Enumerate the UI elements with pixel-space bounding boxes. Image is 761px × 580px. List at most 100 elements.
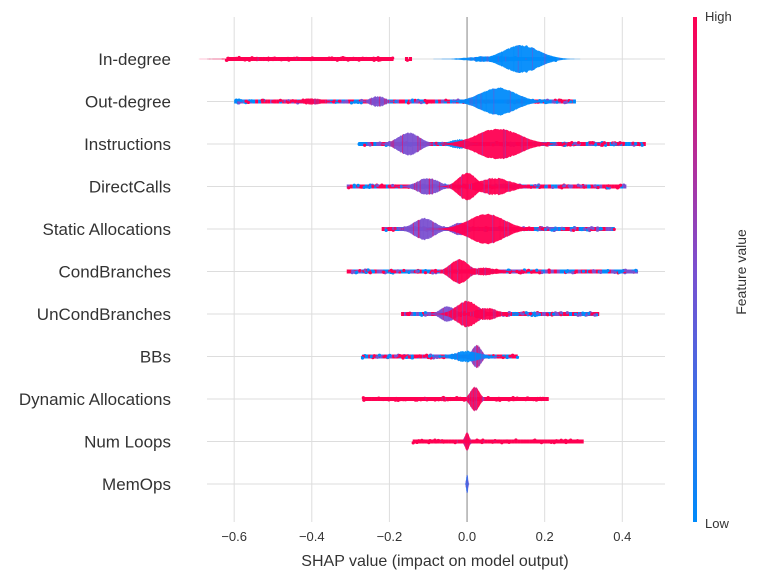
strip-segment bbox=[364, 184, 368, 189]
data-point bbox=[261, 98, 265, 102]
data-point bbox=[347, 186, 351, 190]
data-point bbox=[539, 397, 544, 402]
data-point bbox=[526, 268, 531, 272]
feature-label: Static Allocations bbox=[42, 220, 171, 239]
data-point bbox=[524, 398, 528, 402]
data-point bbox=[444, 98, 448, 102]
data-point bbox=[559, 311, 563, 315]
data-point bbox=[536, 439, 540, 444]
data-point bbox=[405, 312, 409, 316]
data-point bbox=[532, 311, 537, 315]
data-point bbox=[368, 271, 372, 275]
data-point bbox=[597, 142, 601, 146]
violin-body bbox=[382, 217, 467, 241]
strip-segment bbox=[511, 439, 515, 444]
colorbar-low-label: Low bbox=[705, 516, 729, 531]
data-point bbox=[352, 183, 356, 187]
strip-segment bbox=[376, 269, 380, 274]
strip-segment bbox=[368, 397, 372, 401]
violin-body bbox=[428, 87, 568, 116]
data-point bbox=[612, 227, 616, 231]
data-point bbox=[559, 98, 563, 102]
data-point bbox=[596, 185, 600, 190]
colorbar-title: Feature value bbox=[733, 229, 749, 315]
data-point bbox=[521, 270, 526, 274]
data-point bbox=[429, 100, 433, 104]
data-point bbox=[576, 183, 580, 187]
data-point bbox=[428, 439, 432, 443]
data-point bbox=[518, 271, 523, 275]
data-point bbox=[497, 439, 501, 443]
data-point bbox=[622, 183, 626, 187]
data-point bbox=[631, 141, 635, 145]
data-point bbox=[330, 56, 334, 60]
violin-body bbox=[386, 178, 471, 195]
data-point bbox=[560, 186, 564, 190]
data-point bbox=[377, 353, 382, 357]
data-point bbox=[353, 100, 357, 104]
plot-area bbox=[167, 45, 646, 494]
data-point bbox=[550, 228, 554, 232]
data-point bbox=[371, 270, 376, 274]
violin-num-loops bbox=[404, 432, 584, 451]
data-point bbox=[278, 98, 283, 102]
data-point bbox=[498, 398, 502, 402]
data-point bbox=[367, 185, 372, 189]
data-point bbox=[357, 58, 361, 62]
strip-segment bbox=[583, 269, 588, 274]
data-point bbox=[368, 57, 373, 62]
data-point bbox=[419, 100, 423, 105]
data-point bbox=[582, 227, 587, 231]
violin-body bbox=[269, 98, 354, 105]
data-point bbox=[563, 439, 567, 443]
data-point bbox=[239, 99, 243, 103]
data-point bbox=[309, 57, 313, 62]
strip-segment bbox=[611, 184, 615, 189]
data-point bbox=[524, 440, 529, 444]
strip-segment bbox=[403, 269, 407, 274]
strip-segment bbox=[276, 99, 280, 104]
data-point bbox=[615, 186, 620, 190]
data-point bbox=[385, 397, 389, 401]
data-point bbox=[376, 57, 380, 61]
feature-label: BBs bbox=[140, 348, 171, 367]
strip-segment bbox=[412, 439, 416, 444]
strip-segment bbox=[267, 99, 271, 104]
data-point bbox=[618, 141, 622, 145]
strip-segment bbox=[521, 397, 525, 401]
strip-segment bbox=[601, 269, 606, 274]
data-point bbox=[505, 355, 509, 359]
data-point bbox=[417, 439, 421, 443]
data-point bbox=[570, 141, 574, 145]
strip-segment bbox=[385, 184, 389, 189]
data-point bbox=[594, 143, 598, 147]
strip-segment bbox=[381, 227, 385, 231]
data-point bbox=[511, 396, 515, 400]
data-point bbox=[351, 56, 356, 60]
colorbar-high-label: High bbox=[705, 9, 732, 24]
violin-body bbox=[349, 96, 406, 107]
data-point bbox=[237, 101, 241, 105]
data-point bbox=[566, 440, 570, 444]
strip-segment bbox=[419, 312, 423, 316]
violin-body bbox=[404, 439, 530, 444]
data-point bbox=[638, 143, 642, 147]
data-point bbox=[371, 184, 375, 189]
data-point bbox=[517, 397, 521, 401]
data-point bbox=[411, 441, 415, 445]
x-axis-title: SHAP value (impact on model output) bbox=[301, 553, 568, 570]
data-point bbox=[564, 227, 568, 231]
data-point bbox=[362, 185, 366, 189]
strip-segment bbox=[371, 397, 375, 401]
data-point bbox=[582, 185, 586, 189]
data-point bbox=[613, 270, 617, 274]
data-point bbox=[410, 98, 415, 102]
data-point bbox=[595, 228, 600, 232]
data-point bbox=[362, 398, 366, 402]
data-point bbox=[395, 184, 400, 188]
feature-labels: In-degree Out-degree Instructions DirectCal… bbox=[19, 50, 171, 494]
strip-segment bbox=[351, 99, 355, 104]
data-point bbox=[507, 440, 511, 444]
data-point bbox=[413, 398, 418, 402]
data-point bbox=[508, 398, 512, 402]
